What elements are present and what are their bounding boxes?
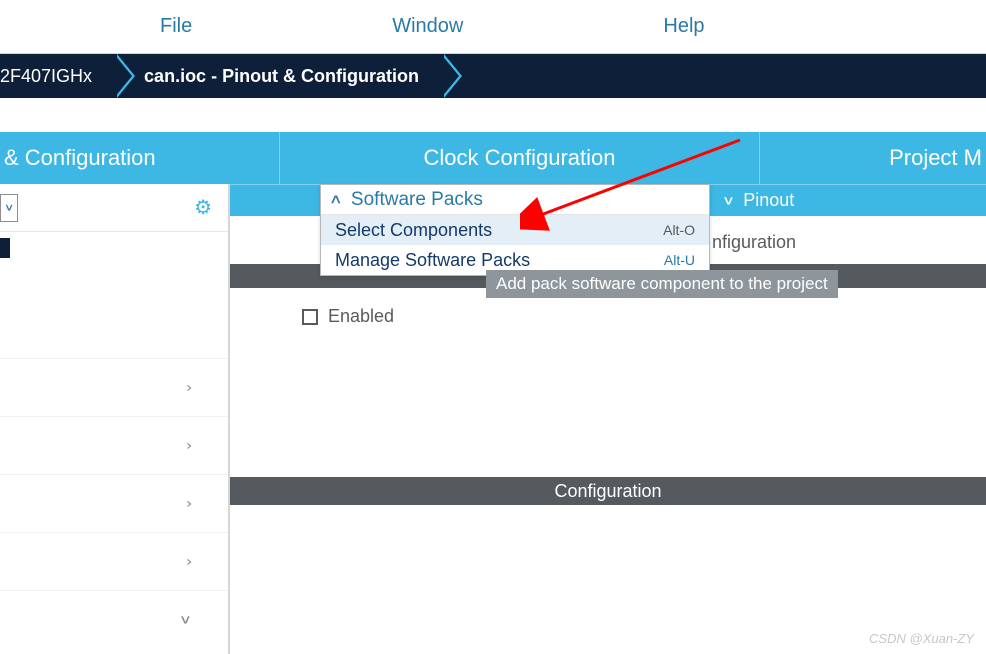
tab-clock-config[interactable]: Clock Configuration: [280, 132, 760, 184]
breadcrumb-crumb-file[interactable]: can.ioc - Pinout & Configuration: [114, 54, 441, 98]
chevron-down-icon: ∨: [722, 193, 735, 208]
chevron-down-icon: ∨: [4, 202, 14, 214]
chevron-up-icon: ∨: [329, 191, 343, 207]
breadcrumb-crumb-device[interactable]: 2F407IGHx: [0, 54, 114, 98]
menubar: File Window Help: [0, 0, 986, 54]
menu-item-label: Select Components: [335, 220, 492, 241]
tab-project-manager[interactable]: Project M: [760, 132, 986, 184]
tooltip: Add pack software component to the proje…: [486, 270, 838, 298]
breadcrumb-label: 2F407IGHx: [0, 66, 92, 87]
software-packs-menu: ∨ Software Packs Select Components Alt-O…: [320, 184, 710, 276]
menu-window[interactable]: Window: [392, 15, 463, 38]
enabled-label: Enabled: [328, 306, 394, 327]
menu-item-label: Manage Software Packs: [335, 250, 530, 271]
chevron-down-icon: ∨: [179, 612, 192, 627]
sidebar-item[interactable]: ›: [0, 532, 228, 590]
tab-pinout-config[interactable]: & Configuration: [0, 132, 280, 184]
sidebar-list: › › › › ∨: [0, 358, 228, 648]
sidebar-item[interactable]: ∨: [0, 590, 228, 648]
pinout-label: Pinout: [743, 190, 794, 211]
sidebar-toolbar: ∨ ⚙: [0, 184, 228, 232]
menu-file[interactable]: File: [160, 15, 192, 38]
sidebar-dropdown[interactable]: ∨: [0, 194, 18, 222]
software-packs-header-label: Software Packs: [351, 189, 483, 211]
breadcrumb: 2F407IGHx can.ioc - Pinout & Configurati…: [0, 54, 986, 98]
sidebar-item[interactable]: ›: [0, 474, 228, 532]
tab-label: Clock Configuration: [424, 145, 616, 171]
chevron-right-icon: ›: [186, 496, 192, 511]
sidebar-active-marker: [0, 238, 10, 258]
enabled-checkbox[interactable]: [302, 309, 318, 325]
breadcrumb-label: can.ioc - Pinout & Configuration: [144, 66, 419, 87]
tabstrip: & Configuration Clock Configuration Proj…: [0, 132, 986, 184]
menu-item-shortcut: Alt-O: [663, 222, 695, 238]
tab-label: Project M: [889, 145, 982, 171]
configuration-header: Configuration: [230, 477, 986, 505]
watermark: CSDN @Xuan-ZY: [869, 631, 974, 646]
left-sidebar: ∨ ⚙ › › › › ∨: [0, 184, 230, 654]
menu-item-shortcut: Alt-U: [664, 252, 695, 268]
menu-help[interactable]: Help: [663, 15, 704, 38]
sidebar-item[interactable]: ›: [0, 416, 228, 474]
chevron-right-icon: ›: [186, 438, 192, 453]
chevron-right-icon: ›: [186, 554, 192, 569]
configuration-header-label: Configuration: [554, 481, 661, 502]
pinout-dropdown[interactable]: ∨ Pinout: [710, 185, 986, 216]
sidebar-item[interactable]: ›: [0, 358, 228, 416]
chevron-right-icon: ›: [186, 380, 192, 395]
software-packs-header[interactable]: ∨ Software Packs: [321, 185, 709, 215]
tab-label: & Configuration: [4, 145, 156, 171]
menu-item-select-components[interactable]: Select Components Alt-O: [321, 215, 709, 245]
behind-text: nfiguration: [712, 232, 796, 253]
gear-icon[interactable]: ⚙: [194, 195, 212, 220]
